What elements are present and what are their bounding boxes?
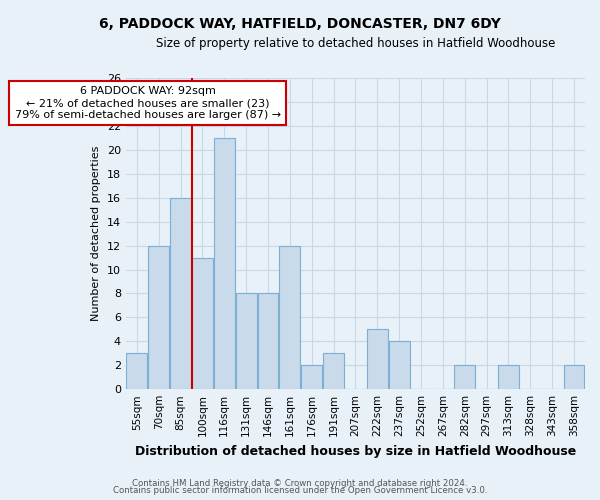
Bar bbox=[192, 258, 213, 389]
Bar bbox=[323, 354, 344, 389]
X-axis label: Distribution of detached houses by size in Hatfield Woodhouse: Distribution of detached houses by size … bbox=[135, 444, 576, 458]
Bar bbox=[236, 294, 257, 389]
Bar bbox=[367, 330, 388, 389]
Text: Contains HM Land Registry data © Crown copyright and database right 2024.: Contains HM Land Registry data © Crown c… bbox=[132, 478, 468, 488]
Y-axis label: Number of detached properties: Number of detached properties bbox=[91, 146, 101, 322]
Bar bbox=[257, 294, 278, 389]
Bar bbox=[170, 198, 191, 389]
Bar bbox=[454, 365, 475, 389]
Bar bbox=[280, 246, 300, 389]
Bar bbox=[301, 365, 322, 389]
Bar bbox=[389, 342, 410, 389]
Bar bbox=[498, 365, 519, 389]
Text: 6 PADDOCK WAY: 92sqm
← 21% of detached houses are smaller (23)
79% of semi-detac: 6 PADDOCK WAY: 92sqm ← 21% of detached h… bbox=[15, 86, 281, 120]
Bar bbox=[148, 246, 169, 389]
Text: Contains public sector information licensed under the Open Government Licence v3: Contains public sector information licen… bbox=[113, 486, 487, 495]
Bar bbox=[127, 354, 147, 389]
Bar bbox=[214, 138, 235, 389]
Bar bbox=[563, 365, 584, 389]
Text: 6, PADDOCK WAY, HATFIELD, DONCASTER, DN7 6DY: 6, PADDOCK WAY, HATFIELD, DONCASTER, DN7… bbox=[99, 18, 501, 32]
Title: Size of property relative to detached houses in Hatfield Woodhouse: Size of property relative to detached ho… bbox=[156, 38, 555, 51]
